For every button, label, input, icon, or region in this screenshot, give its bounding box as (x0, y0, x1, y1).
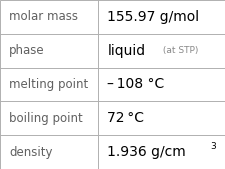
Text: phase: phase (9, 44, 45, 57)
Text: 1.936 g/cm: 1.936 g/cm (107, 145, 185, 159)
Text: 3: 3 (209, 141, 215, 151)
Text: melting point: melting point (9, 78, 88, 91)
Text: (at STP): (at STP) (159, 46, 197, 55)
Text: 155.97 g/mol: 155.97 g/mol (107, 10, 199, 24)
Text: boiling point: boiling point (9, 112, 82, 125)
Text: density: density (9, 146, 52, 159)
Text: liquid: liquid (107, 44, 145, 58)
Text: 72 °C: 72 °C (107, 111, 144, 125)
Text: – 108 °C: – 108 °C (107, 78, 164, 91)
Text: molar mass: molar mass (9, 10, 78, 23)
